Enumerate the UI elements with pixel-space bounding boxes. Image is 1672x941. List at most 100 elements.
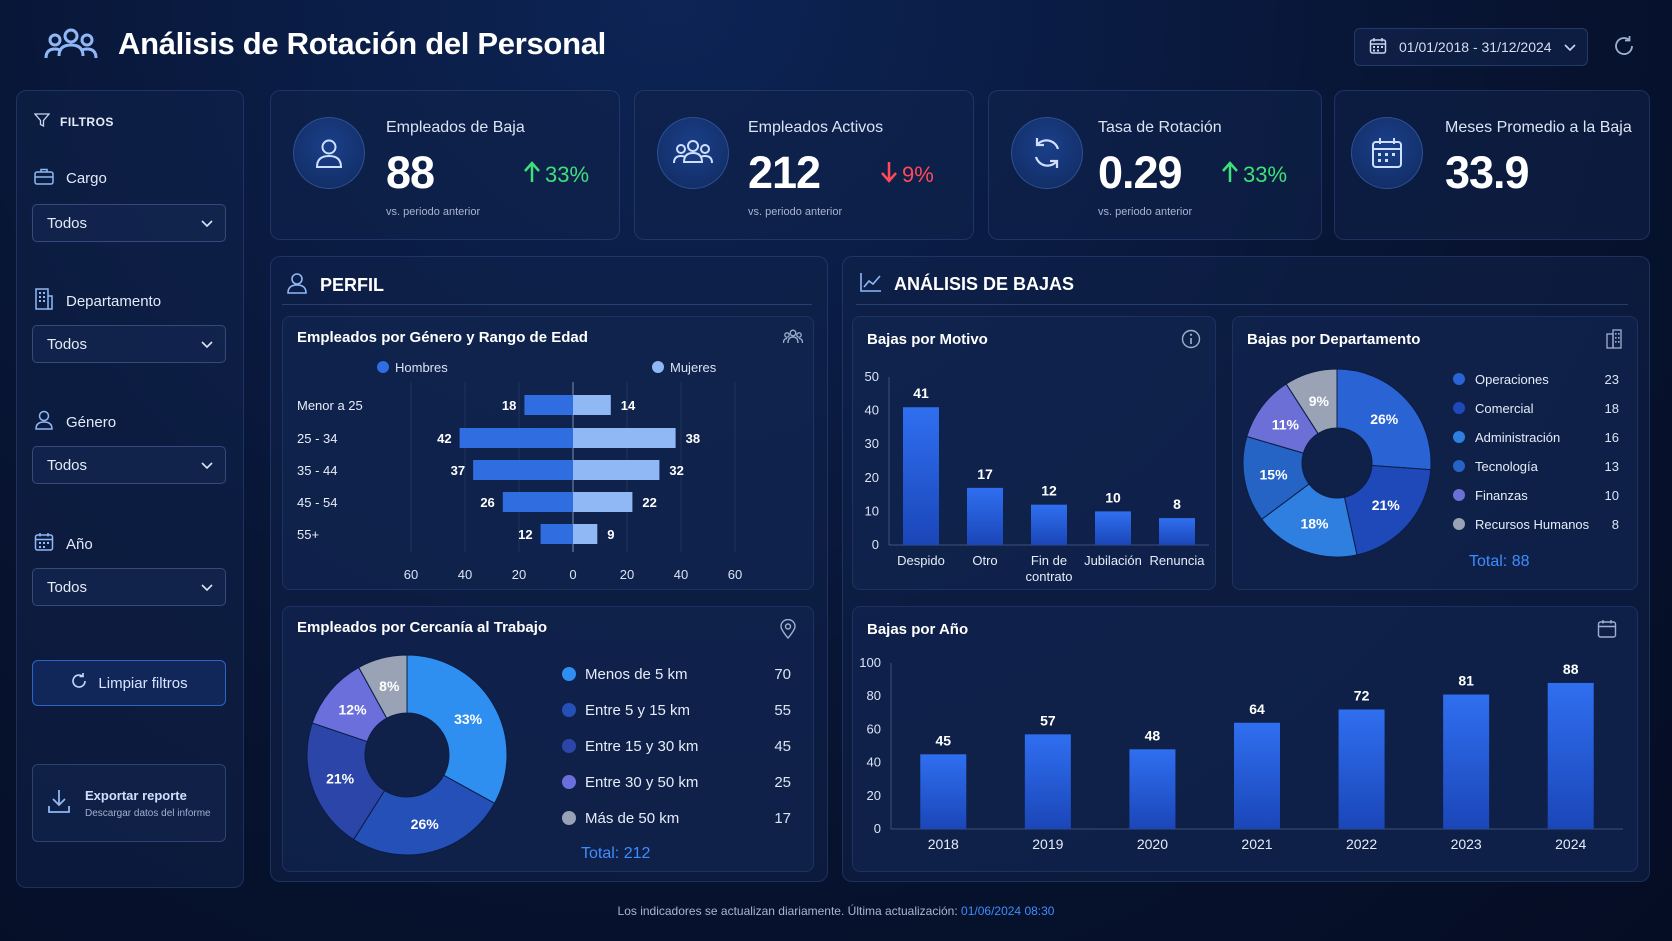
distance-total: Total: 212 [581, 845, 651, 862]
bar [1338, 709, 1385, 829]
kpi-card-meses: Meses Promedio a la Baja 33.9 [1334, 90, 1650, 240]
bajas-heading: ANÁLISIS DE BAJAS [860, 272, 1074, 297]
bar [1547, 682, 1594, 829]
clear-filters-button[interactable]: Limpiar filtros [32, 660, 226, 706]
x-tick-label: 2020 [1137, 836, 1168, 852]
bar-value-label: 14 [621, 398, 636, 413]
category-label: 45 - 54 [297, 495, 337, 510]
legend-value: 18 [1605, 401, 1619, 416]
export-subtitle: Descargar datos del informe [85, 807, 211, 819]
legend-dot [1453, 431, 1465, 443]
x-tick-label: Jubilación [1084, 553, 1142, 568]
bar-value-label: 48 [1145, 727, 1161, 743]
legend-dot [1453, 518, 1465, 530]
card-title: Empleados por Cercanía al Trabajo [297, 619, 548, 636]
slice-percent-label: 33% [454, 711, 483, 727]
anio-card: Bajas por Año 0 20 40 60 80 100 45 2018 57 2019 48… [852, 606, 1638, 872]
legend-label: Hombres [395, 360, 448, 375]
divider [282, 304, 812, 305]
legend-dot [1453, 489, 1465, 501]
slice-percent-label: 9% [1309, 393, 1330, 409]
kpi-change: 33% [523, 161, 589, 189]
y-tick-label: 10 [865, 503, 879, 518]
chevron-down-icon [201, 457, 213, 474]
legend-label: Entre 5 y 15 km [585, 702, 690, 719]
calendar-icon [1597, 619, 1617, 644]
kpi-change: 9% [880, 161, 934, 189]
genero-select[interactable]: Todos [32, 446, 226, 484]
bar-value-label: 10 [1105, 489, 1121, 505]
perfil-heading: PERFIL [286, 272, 384, 299]
kpi-card-activos: Empleados Activos 212 9% vs. periodo ant… [634, 90, 974, 240]
legend-value: 45 [774, 738, 791, 755]
briefcase-icon [34, 167, 54, 189]
y-tick-label: 50 [865, 369, 879, 384]
refresh-icon [70, 672, 88, 694]
anio-select[interactable]: Todos [32, 568, 226, 606]
kpi-label: Empleados Activos [748, 119, 884, 136]
calendar-icon [1351, 117, 1423, 189]
footer-note: Los indicadores se actualizan diariament… [0, 904, 1672, 918]
legend-label: Entre 30 y 50 km [585, 774, 698, 791]
bar [967, 487, 1003, 545]
x-tick-label: 0 [569, 567, 576, 582]
legend-dot [562, 739, 576, 753]
bar-hombres [473, 460, 573, 480]
pie-slice [406, 654, 508, 804]
departamento-select[interactable]: Todos [32, 325, 226, 363]
bar-value-label: 12 [518, 527, 532, 542]
slice-percent-label: 26% [1370, 411, 1399, 427]
x-tick-label: 2023 [1451, 836, 1482, 852]
legend-dot [652, 361, 664, 373]
gender-age-card: Empleados por Género y Rango de Edad Hom… [282, 316, 814, 590]
bar [1234, 722, 1280, 829]
gender-age-chart: Hombres Mujeres 60 40 20 0 20 40 60 Menor a 25 18 1… [297, 360, 742, 582]
bar-value-label: 8 [1173, 496, 1181, 512]
slice-percent-label: 18% [1300, 515, 1329, 531]
pie-slice [358, 654, 408, 719]
x-tick-label: Renuncia [1150, 553, 1206, 568]
legend-label: Menos de 5 km [585, 666, 688, 683]
arrow-up-icon [523, 161, 541, 189]
kpi-value: 33.9 [1445, 147, 1530, 198]
date-range-picker[interactable]: 01/01/2018 - 31/12/2024 [1354, 28, 1588, 66]
legend-value: 70 [774, 666, 791, 683]
location-pin-icon [779, 618, 797, 644]
x-tick-label: 20 [512, 567, 526, 582]
kpi-subtitle: vs. periodo anterior [748, 206, 843, 218]
bar-value-label: 57 [1040, 712, 1056, 728]
bar-value-label: 37 [451, 463, 465, 478]
bar [1129, 749, 1176, 829]
legend-dot [1453, 460, 1465, 472]
cargo-select[interactable]: Todos [32, 204, 226, 242]
line-chart-icon [860, 272, 882, 297]
bar-value-label: 38 [686, 431, 700, 446]
refresh-button[interactable] [1612, 34, 1636, 63]
slice-percent-label: 26% [411, 816, 440, 832]
x-tick-label: contrato [1026, 569, 1073, 584]
kpi-label: Tasa de Rotación [1098, 119, 1222, 136]
slice-percent-label: 8% [379, 678, 400, 694]
bar-value-label: 42 [437, 431, 451, 446]
info-icon[interactable] [1181, 329, 1201, 354]
legend-label: Comercial [1475, 401, 1534, 416]
legend-label: Mujeres [670, 360, 717, 375]
legend-value: 13 [1605, 459, 1619, 474]
pie-slice [1336, 368, 1432, 471]
bar-value-label: 9 [607, 527, 614, 542]
pie-slice [352, 774, 496, 856]
legend-label: Administración [1475, 430, 1560, 445]
kpi-value: 88 [386, 147, 435, 198]
slice-percent-label: 11% [1272, 416, 1300, 432]
kpi-subtitle: vs. periodo anterior [1098, 206, 1193, 218]
category-label: Menor a 25 [297, 398, 363, 413]
kpi-value: 0.29 [1098, 147, 1183, 198]
export-report-button[interactable]: Exportar reporte Descargar datos del inf… [32, 764, 226, 842]
legend-dot [562, 775, 576, 789]
slice-percent-label: 12% [339, 701, 368, 717]
filter-icon [33, 112, 51, 131]
y-tick-label: 0 [874, 821, 881, 836]
user-icon [293, 117, 365, 189]
kpi-card-tasa: Tasa de Rotación 0.29 33% vs. periodo an… [988, 90, 1322, 240]
anio-chart: 0 20 40 60 80 100 45 2018 57 2019 48 2020 64 2021 72 20… [859, 655, 1623, 852]
